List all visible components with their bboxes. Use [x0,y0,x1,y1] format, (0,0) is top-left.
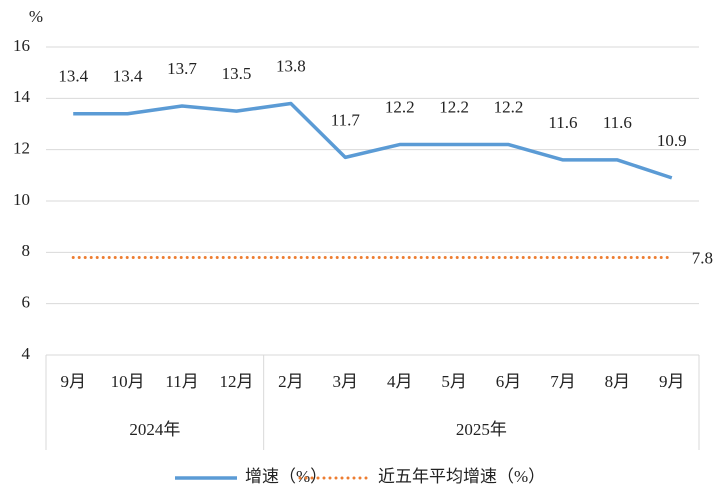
y-tick-label: 12 [13,139,30,158]
x-tick-label: 11月 [165,372,198,391]
data-label: 13.8 [276,56,306,75]
legend-label: 近五年平均增速（%） [378,467,545,486]
y-tick-label: 16 [13,36,30,55]
x-tick-label: 9月 [659,372,685,391]
legend-label: 增速（%） [245,467,327,486]
x-tick-label: 8月 [605,372,631,391]
x-tick-label: 9月 [60,372,86,391]
x-tick-label: 10月 [111,372,145,391]
y-tick-label: 10 [13,190,30,209]
series-line [73,101,673,180]
data-label: 10.9 [657,131,687,150]
x-tick-label: 6月 [496,372,522,391]
data-label: 7.8 [692,248,713,267]
y-axis-label: % [29,7,43,26]
y-tick-label: 14 [13,87,31,106]
data-label: 13.5 [222,64,252,83]
y-tick-label: 6 [22,293,31,312]
group-label: 2024年 [129,420,180,439]
data-label: 11.7 [331,110,361,129]
x-tick-label: 4月 [387,372,413,391]
x-tick-label: 12月 [219,372,253,391]
data-label: 13.7 [167,59,197,78]
y-tick-label: 8 [22,241,31,260]
data-label: 12.2 [439,97,469,116]
data-label: 11.6 [548,113,577,132]
data-label: 13.4 [58,67,88,86]
data-label: 12.2 [385,97,415,116]
data-label: 11.6 [603,113,632,132]
x-tick-label: 5月 [441,372,467,391]
x-tick-label: 2月 [278,372,304,391]
x-tick-label: 3月 [333,372,359,391]
y-tick-label: 4 [22,344,31,363]
group-label: 2025年 [456,420,507,439]
data-label: 12.2 [494,97,524,116]
data-label: 13.4 [113,67,143,86]
x-tick-label: 7月 [550,372,576,391]
